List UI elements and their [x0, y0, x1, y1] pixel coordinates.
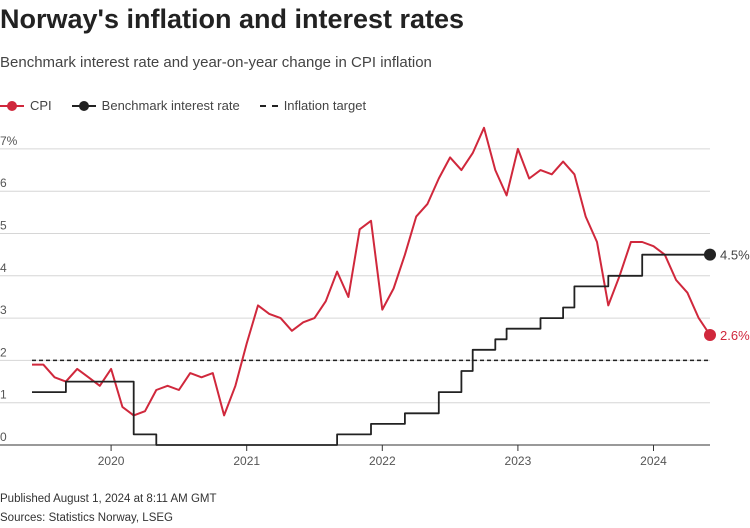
y-tick-label: 6 — [0, 176, 7, 190]
y-tick-label: 1 — [0, 388, 7, 402]
sources-note: Sources: Statistics Norway, LSEG — [0, 512, 173, 524]
footer: Published August 1, 2024 at 8:11 AM GMT … — [0, 490, 217, 528]
chart-title: Norway's inflation and interest rates — [0, 4, 465, 34]
y-tick-label: 5 — [0, 219, 7, 233]
x-tick-label: 2022 — [369, 454, 396, 468]
x-tick-label: 2023 — [505, 454, 532, 468]
legend-item-target: Inflation target — [259, 98, 367, 113]
target-swatch-icon — [259, 104, 278, 107]
chart-subtitle: Benchmark interest rate and year-on-year… — [0, 54, 432, 71]
y-tick-label: 7% — [0, 134, 18, 148]
rate-end-label: 4.5% — [720, 248, 750, 263]
cpi-end-label: 2.6% — [720, 328, 750, 343]
rate-swatch-icon — [71, 100, 96, 111]
cpi-series-line — [32, 126, 711, 417]
x-tick-label: 2021 — [233, 454, 260, 468]
legend-item-cpi: CPI — [0, 98, 52, 113]
cpi-swatch-icon — [0, 100, 24, 111]
legend-label-rate: Benchmark interest rate — [101, 98, 240, 113]
legend-label-cpi: CPI — [30, 98, 52, 113]
rate-series-line — [32, 253, 710, 446]
y-tick-label: 3 — [0, 303, 7, 317]
cpi-end-point — [704, 329, 716, 342]
legend-item-rate: Benchmark interest rate — [71, 98, 240, 113]
rate-end-point — [704, 248, 716, 261]
x-tick-label: 2024 — [640, 454, 667, 468]
published-note: Published August 1, 2024 at 8:11 AM GMT — [0, 493, 217, 505]
y-tick-label: 4 — [0, 261, 7, 275]
legend-label-target: Inflation target — [283, 98, 367, 113]
line-chart: 0 1 2 3 4 5 6 7% 2020 2021 2022 2023 2024 2.6% 4.5% — [0, 126, 750, 468]
legend: CPI Benchmark interest rate Inflation ta… — [0, 98, 366, 113]
y-tick-label: 0 — [0, 430, 7, 444]
x-tick-label: 2020 — [98, 454, 125, 468]
y-tick-label: 2 — [0, 345, 7, 359]
